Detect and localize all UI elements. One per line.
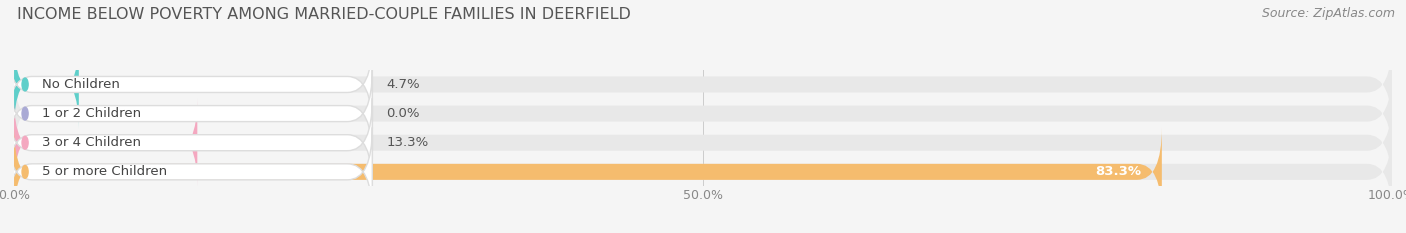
FancyBboxPatch shape <box>7 40 373 129</box>
Text: 0.0%: 0.0% <box>387 107 419 120</box>
Text: 83.3%: 83.3% <box>1095 165 1142 178</box>
FancyBboxPatch shape <box>14 40 1392 129</box>
FancyBboxPatch shape <box>7 127 373 216</box>
Text: 3 or 4 Children: 3 or 4 Children <box>42 136 141 149</box>
FancyBboxPatch shape <box>14 127 1392 216</box>
Circle shape <box>22 107 28 120</box>
Text: Source: ZipAtlas.com: Source: ZipAtlas.com <box>1261 7 1395 20</box>
FancyBboxPatch shape <box>14 40 79 129</box>
Text: No Children: No Children <box>42 78 120 91</box>
FancyBboxPatch shape <box>7 69 373 158</box>
FancyBboxPatch shape <box>14 98 1392 187</box>
Text: 5 or more Children: 5 or more Children <box>42 165 167 178</box>
Circle shape <box>22 136 28 149</box>
Text: 13.3%: 13.3% <box>387 136 429 149</box>
Text: INCOME BELOW POVERTY AMONG MARRIED-COUPLE FAMILIES IN DEERFIELD: INCOME BELOW POVERTY AMONG MARRIED-COUPL… <box>17 7 631 22</box>
FancyBboxPatch shape <box>7 98 373 187</box>
FancyBboxPatch shape <box>14 69 1392 158</box>
Text: 1 or 2 Children: 1 or 2 Children <box>42 107 141 120</box>
FancyBboxPatch shape <box>14 127 1161 216</box>
Text: 4.7%: 4.7% <box>387 78 420 91</box>
Circle shape <box>22 165 28 178</box>
Circle shape <box>22 78 28 91</box>
FancyBboxPatch shape <box>14 98 197 187</box>
